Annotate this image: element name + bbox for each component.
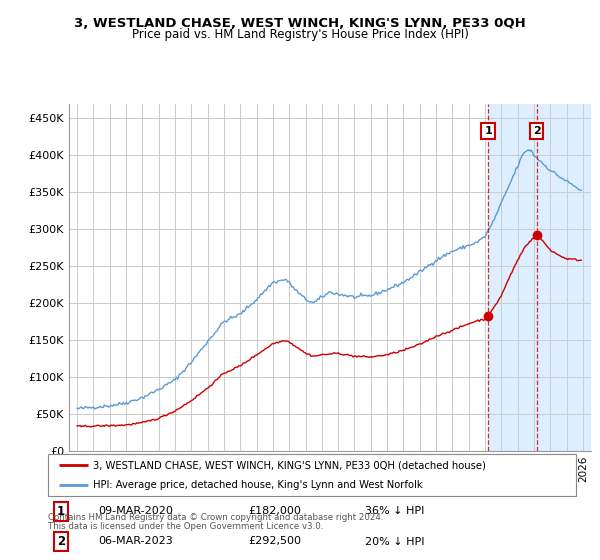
Text: 06-MAR-2023: 06-MAR-2023 [98,536,173,547]
Text: 3, WESTLAND CHASE, WEST WINCH, KING'S LYNN, PE33 0QH (detached house): 3, WESTLAND CHASE, WEST WINCH, KING'S LY… [93,460,486,470]
Text: 1: 1 [484,126,492,136]
Text: This data is licensed under the Open Government Licence v3.0.: This data is licensed under the Open Gov… [48,522,323,531]
Text: 3, WESTLAND CHASE, WEST WINCH, KING'S LYNN, PE33 0QH: 3, WESTLAND CHASE, WEST WINCH, KING'S LY… [74,17,526,30]
Text: Price paid vs. HM Land Registry's House Price Index (HPI): Price paid vs. HM Land Registry's House … [131,28,469,41]
Text: £292,500: £292,500 [248,536,302,547]
Text: 20% ↓ HPI: 20% ↓ HPI [365,536,424,547]
Text: 2: 2 [533,126,541,136]
Text: 2: 2 [57,535,65,548]
Bar [488,104,591,451]
Text: 09-MAR-2020: 09-MAR-2020 [98,506,173,516]
Text: HPI: Average price, detached house, King's Lynn and West Norfolk: HPI: Average price, detached house, King… [93,480,422,490]
Text: 36% ↓ HPI: 36% ↓ HPI [365,506,424,516]
Text: Contains HM Land Registry data © Crown copyright and database right 2024.: Contains HM Land Registry data © Crown c… [48,513,383,522]
Text: 1: 1 [57,505,65,518]
Text: £182,000: £182,000 [248,506,302,516]
FancyBboxPatch shape [48,454,576,496]
